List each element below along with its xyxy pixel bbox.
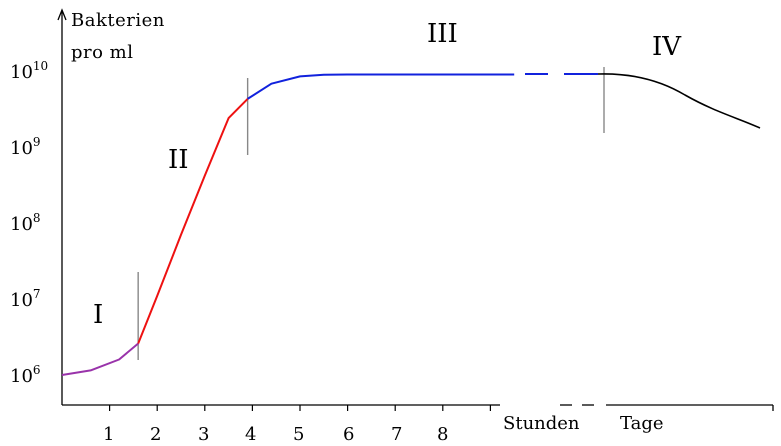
x-tick-label-6: 6 [343, 424, 354, 445]
phase-IV-curve [597, 73, 761, 129]
series-phase-II [137, 98, 249, 344]
x-tick-label-3: 3 [198, 424, 209, 445]
y-tick-label-1e7: 107 [10, 287, 41, 311]
y-tick-labels: 106 107 108 109 1010 [10, 59, 48, 387]
y-tick-label-1e6: 106 [10, 363, 41, 387]
y-axis-arrow-icon [57, 8, 67, 21]
phase-boundaries [137, 67, 605, 360]
series-phase-III [247, 73, 515, 100]
x-tick-label-7: 7 [391, 424, 402, 445]
x-axis-label-days: Tage [620, 413, 664, 434]
phase-label-IV: IV [652, 32, 682, 62]
y-tick-label-1e8: 108 [10, 211, 41, 235]
x-tick-labels: 1 2 3 4 5 6 7 8 Stunden Tage [103, 413, 664, 445]
x-tick-label-8: 8 [437, 424, 448, 445]
x-tick-label-2: 2 [150, 424, 161, 445]
curve-continuation [525, 73, 761, 129]
x-axis-label-hours: Stunden [503, 413, 580, 434]
y-axis-label-line-1: Bakterien [71, 10, 165, 31]
phase-labels: I II III IV [93, 19, 682, 330]
y-axis-label-line-2: pro ml [71, 42, 134, 63]
axes [57, 8, 774, 411]
y-tick-label-1e9: 109 [10, 135, 41, 159]
x-tick-label-1: 1 [103, 424, 114, 445]
phase-label-I: I [93, 300, 103, 330]
y-tick-label-1e10: 1010 [10, 59, 48, 83]
x-tick-label-5: 5 [293, 424, 304, 445]
x-axis-ticks [108, 405, 491, 411]
x-tick-label-4: 4 [245, 424, 256, 445]
series-phase-I [61, 342, 139, 376]
phase-label-III: III [427, 19, 458, 49]
phase-label-II: II [168, 145, 189, 175]
growth-curve [61, 73, 515, 376]
